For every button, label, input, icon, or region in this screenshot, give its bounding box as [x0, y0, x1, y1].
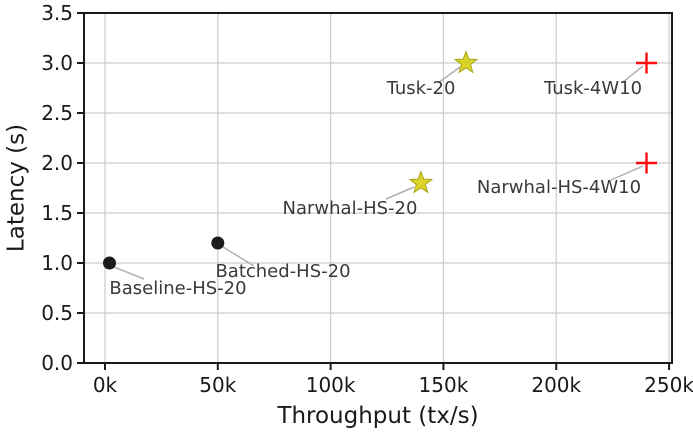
y-tick-label: 2.0 [41, 151, 73, 175]
y-axis-label: Latency (s) [3, 123, 30, 253]
y-tick-label: 3.0 [41, 51, 73, 75]
y-tick-label: 2.5 [41, 101, 73, 125]
x-tick-label: 50k [199, 373, 236, 397]
annotation-leader-line [437, 66, 461, 84]
x-tick-label: 100k [306, 373, 356, 397]
annotation-label: Tusk-4W10 [543, 78, 642, 99]
annotation-leader-line [113, 266, 145, 280]
y-tick-label: 0.0 [41, 351, 73, 375]
x-tick-label: 200k [531, 373, 581, 397]
data-point-star [408, 170, 434, 194]
x-tick-label: 0k [93, 373, 118, 397]
x-tick-label: 250k [644, 373, 693, 397]
data-point-circle [211, 236, 225, 250]
annotation-label: Narwhal-HS-4W10 [477, 177, 641, 198]
x-axis-label: Throughput (tx/s) [277, 403, 479, 429]
annotation-leader-line [222, 246, 255, 267]
annotation-label: Batched-HS-20 [215, 261, 350, 282]
plot-border [83, 12, 673, 364]
y-tick-label: 1.5 [41, 201, 73, 225]
annotation-leader-line [610, 165, 644, 181]
data-point-circle [102, 256, 116, 270]
y-tick-label: 3.5 [41, 1, 73, 25]
annotation-label: Tusk-20 [386, 78, 456, 99]
y-tick-label: 1.0 [41, 251, 73, 275]
y-tick-label: 0.5 [41, 301, 73, 325]
annotation-label: Baseline-HS-20 [109, 278, 246, 299]
annotation-leader-line [385, 186, 415, 200]
annotation-label: Narwhal-HS-20 [283, 198, 418, 219]
data-point-star [453, 50, 479, 74]
annotation-leader-line [622, 65, 644, 83]
x-tick-label: 150k [419, 373, 469, 397]
